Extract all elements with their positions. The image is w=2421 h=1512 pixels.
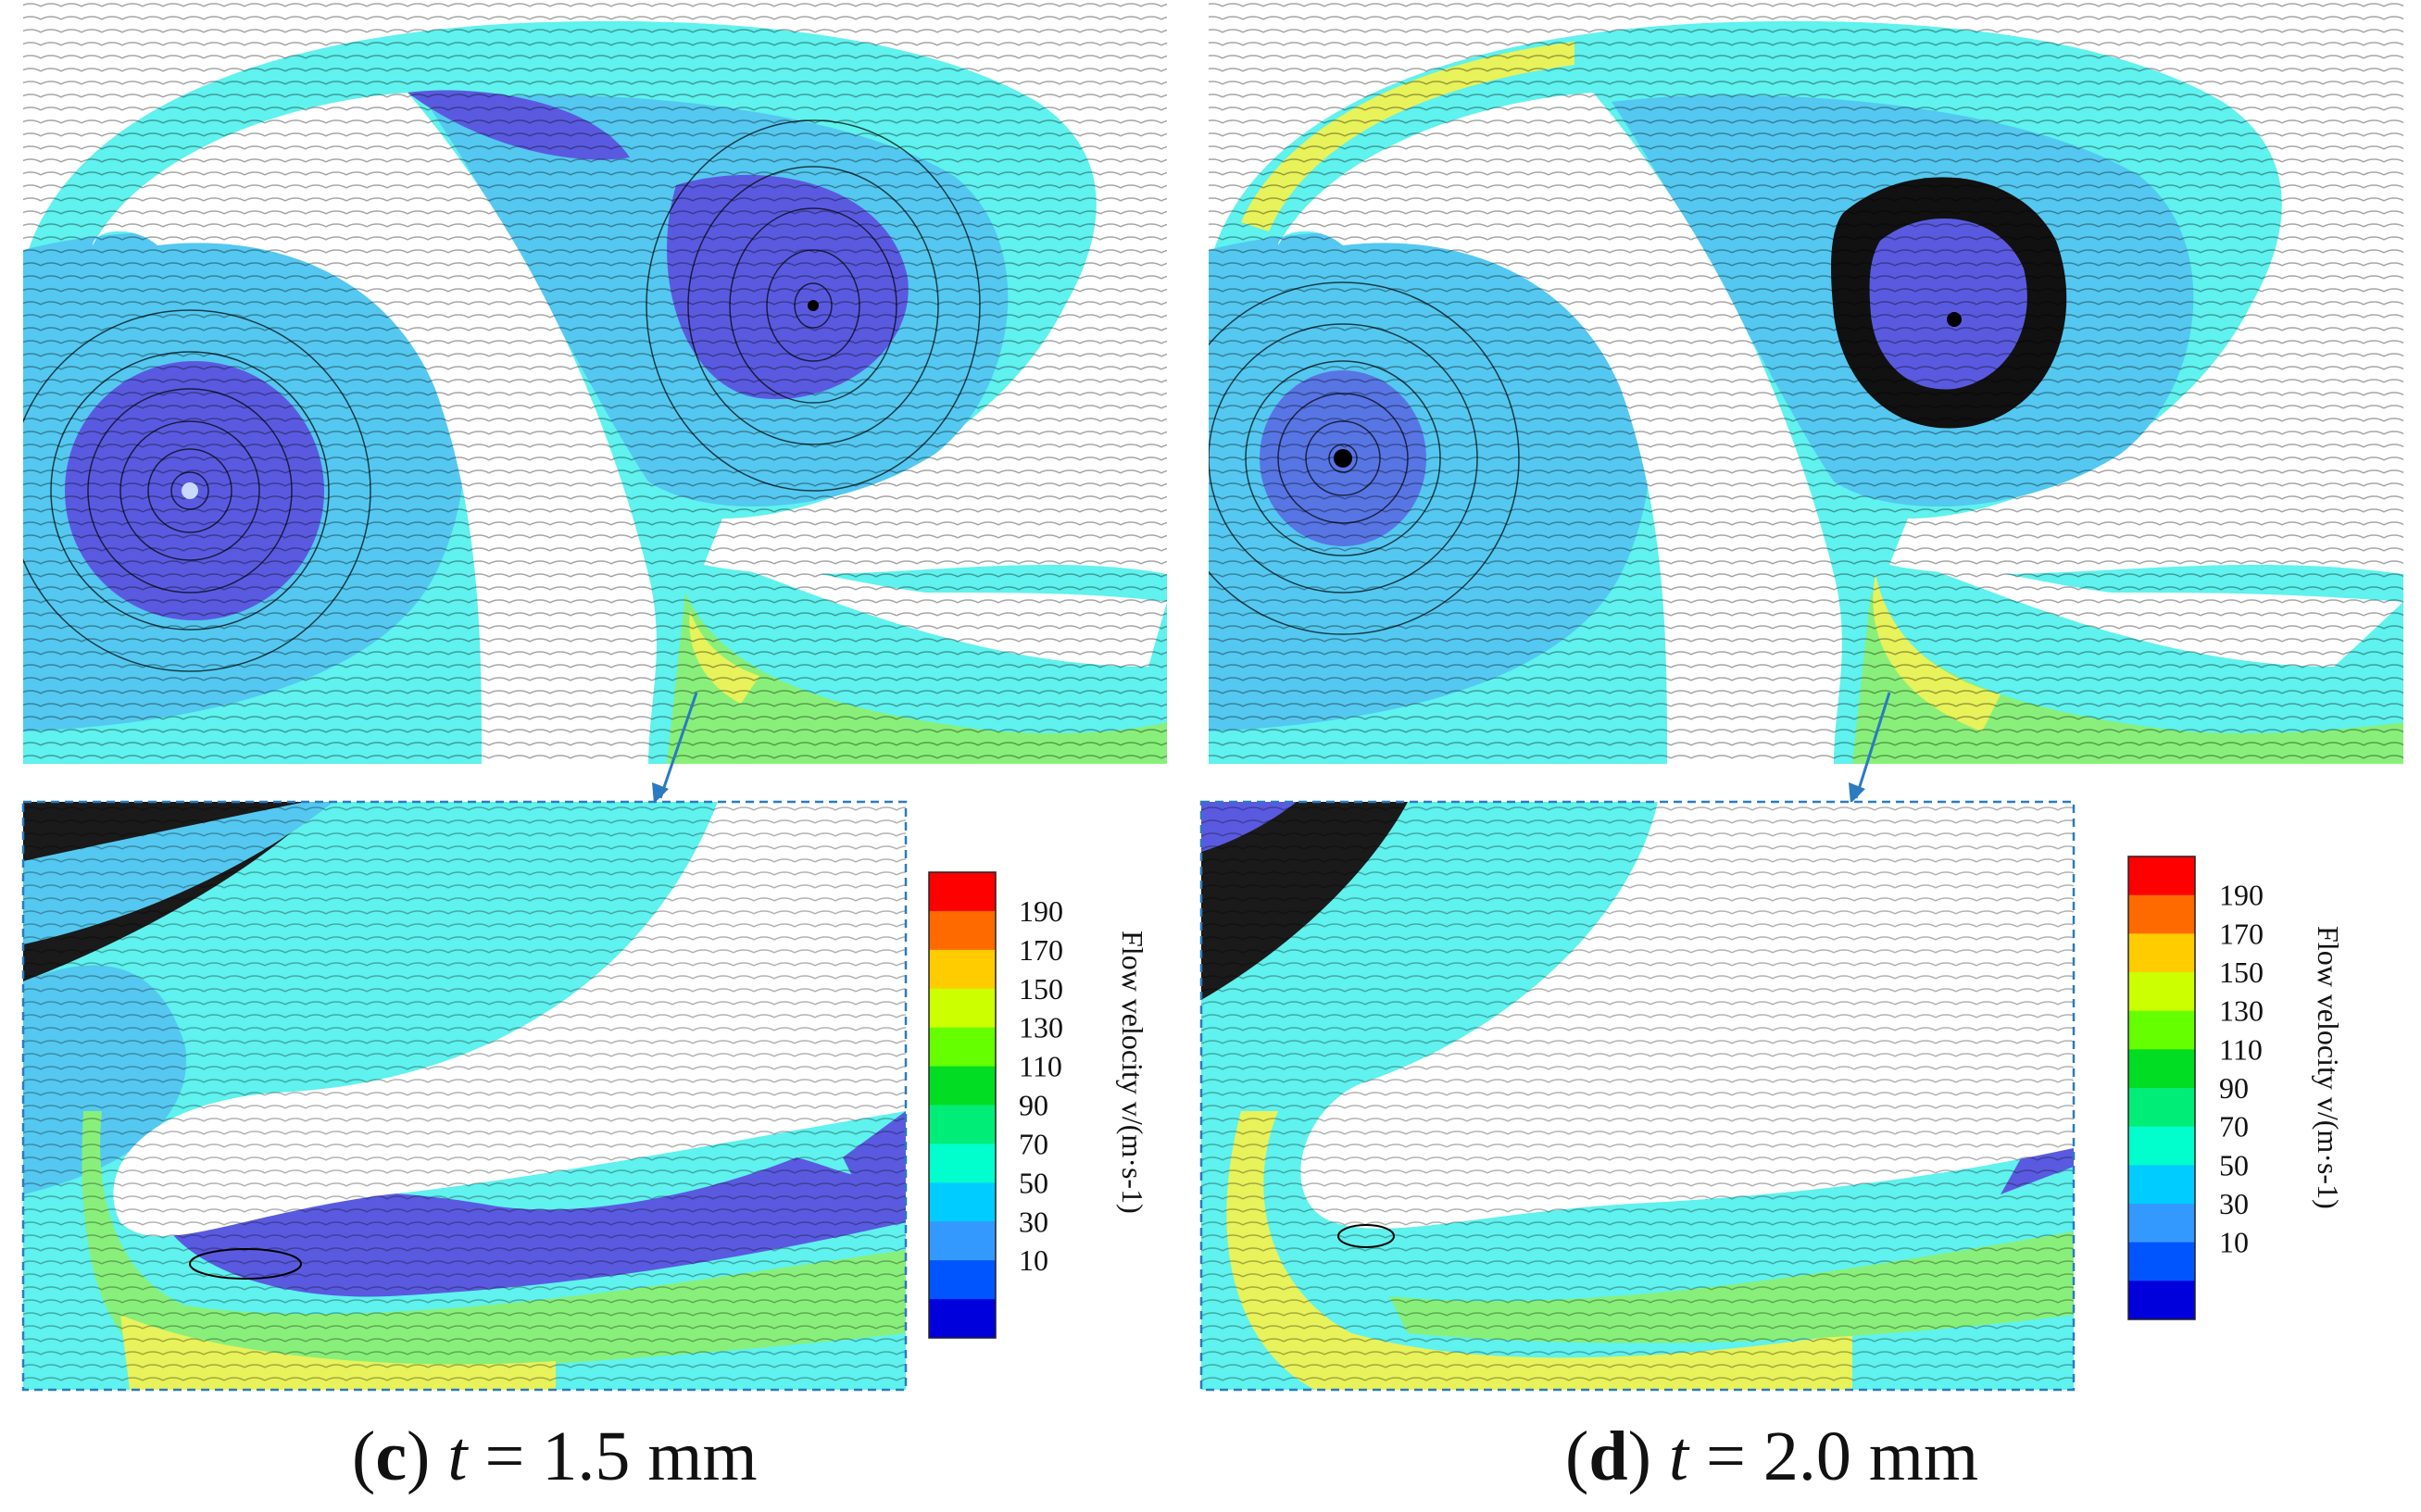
panel-d-colorbar-tick-label: 190 [2219,879,2264,912]
panel-c-colorbar-swatch [929,1260,996,1300]
panel-c-zoom-pointer [659,692,698,799]
panel-d-colorbar-tick-label: 10 [2219,1226,2249,1259]
panel-d-colorbar-swatch [2128,1242,2195,1281]
panel-c-left-vortex-rings [23,309,371,672]
panel-d-colorbar-swatch [2128,1088,2195,1128]
panel-c-colorbar-tick-label: 70 [1019,1127,1048,1160]
panel-c-zoom-inset [23,802,906,1390]
panel-c-right-vortex-rings [646,119,981,492]
panel-d-zoom-pointer-head [1849,782,1865,804]
panel-d-colorbar-swatch [2128,894,2195,934]
panel-d-colorbar-swatch [2128,933,2195,973]
panel-d-colorbar-tick-label: 90 [2219,1071,2249,1105]
panel-c-colorbar-swatch [929,1105,996,1144]
panel-c-colorbar-swatch [929,988,996,1029]
panel-d-zoom-vortex [1337,1224,1395,1248]
panel-d-zoom-streamlines [1201,802,2074,1390]
panel-d-colorbar-swatch [2128,1281,2195,1320]
panel-d-zoom-frame [1199,800,2076,1392]
panel-c-zoom-pointer-head [652,782,669,804]
panel-c-colorbar-tick-label: 150 [1019,972,1063,1006]
panel-d-value: 2.0 mm [1763,1418,1978,1495]
panel-c-colorbar-tick-label: 30 [1019,1205,1048,1238]
panel-c-letter: c [375,1418,407,1495]
panel-d-left-vortex-eye [1334,449,1352,468]
panel-d-colorbar-swatch [2128,1204,2195,1243]
panel-c-streamlines [23,0,1167,764]
panel-d-streamlines [1209,0,2403,764]
panel-c-zoom-vortex [189,1248,302,1280]
panel-d-colorbar-tick-label: 70 [2219,1110,2249,1143]
panel-d-flow-field [1209,0,2403,764]
panel-d-colorbar-swatch [2128,1165,2195,1205]
panel-d-colorbar-tick-label: 170 [2219,917,2264,950]
panel-d-caption: (d) t = 2.0 mm [1565,1418,1978,1495]
panel-c-colorbar-tick-label: 50 [1019,1166,1048,1199]
panel-c-colorbar-swatch [929,1221,996,1261]
panel-d-colorbar-tick-label: 130 [2219,994,2264,1028]
panel-c-colorbar-tick-label: 130 [1019,1011,1063,1044]
panel-d-letter: d [1588,1418,1627,1495]
panel-d-colorbar-frame [2127,856,2196,1320]
panel-c-right-vortex-eye [808,300,819,311]
panel-c-variable: t [447,1418,469,1495]
panel-c-colorbar-swatch [929,1143,996,1183]
panel-c-colorbar-swatch [929,1066,996,1106]
panel-d-zoom-pointer [1854,692,1891,799]
panel-d-colorbar-swatch [2128,1010,2195,1050]
panel-d-colorbar-swatch [2128,972,2195,1012]
panel-d-left-vortex-rings [1209,281,1520,635]
panel-d-colorbar-tick-label: 110 [2219,1032,2263,1066]
panel-d-equals: = [1688,1418,1763,1495]
panel-c-colorbar-tick-label: 110 [1019,1050,1062,1083]
panel-c-colorbar-title: Flow velocity v/(m·s-1) [1116,931,1149,1214]
panel-d-colorbar-swatch [2128,1126,2195,1166]
panel-c-zoom-frame [21,800,908,1392]
panel-d-colorbar-swatch [2128,1049,2195,1089]
panel-c-colorbar-frame [928,871,997,1339]
panel-c-caption: (c) t = 1.5 mm [352,1418,758,1495]
panel-d-variable: t [1669,1418,1690,1495]
panel-d-colorbar-swatch [2128,856,2195,896]
panel-c-colorbar-swatch [929,1027,996,1068]
panel-c-flow-field [23,0,1167,764]
panel-c-colorbar-tick-label: 190 [1019,894,1063,928]
panel-c-colorbar-swatch [929,872,996,912]
panel-c-colorbar-swatch [929,1182,996,1222]
panel-c-value: 1.5 mm [542,1418,757,1495]
panel-c-colorbar-swatch [929,949,996,990]
panel-c-colorbar-swatch [929,1299,996,1339]
panel-c-equals: = [467,1418,542,1495]
panel-c-colorbar-tick-label: 170 [1019,933,1063,967]
panel-c-left-vortex-eye [182,482,198,499]
panel-d-colorbar-tick-label: 150 [2219,956,2264,989]
panel-d-right-vortex-eye [1947,312,1962,327]
panel-c-colorbar: 190 170 150 130 110 90 70 50 30 10 [928,871,1063,1339]
panel-d-colorbar-tick-label: 50 [2219,1148,2249,1181]
panel-c-colorbar-tick-label: 10 [1019,1243,1048,1277]
panel-c-colorbar-swatch [929,910,996,951]
panel-c-colorbar-tick-label: 90 [1019,1089,1048,1122]
panel-d-zoom-inset [1201,802,2074,1390]
panel-c-zoom-streamlines [23,802,906,1390]
panel-d-colorbar-title: Flow velocity v/(m·s-1) [2312,926,2345,1209]
panel-d-colorbar-tick-label: 30 [2219,1187,2249,1220]
panel-d-colorbar: 190 170 150 130 110 90 70 50 30 10 [2127,856,2264,1320]
